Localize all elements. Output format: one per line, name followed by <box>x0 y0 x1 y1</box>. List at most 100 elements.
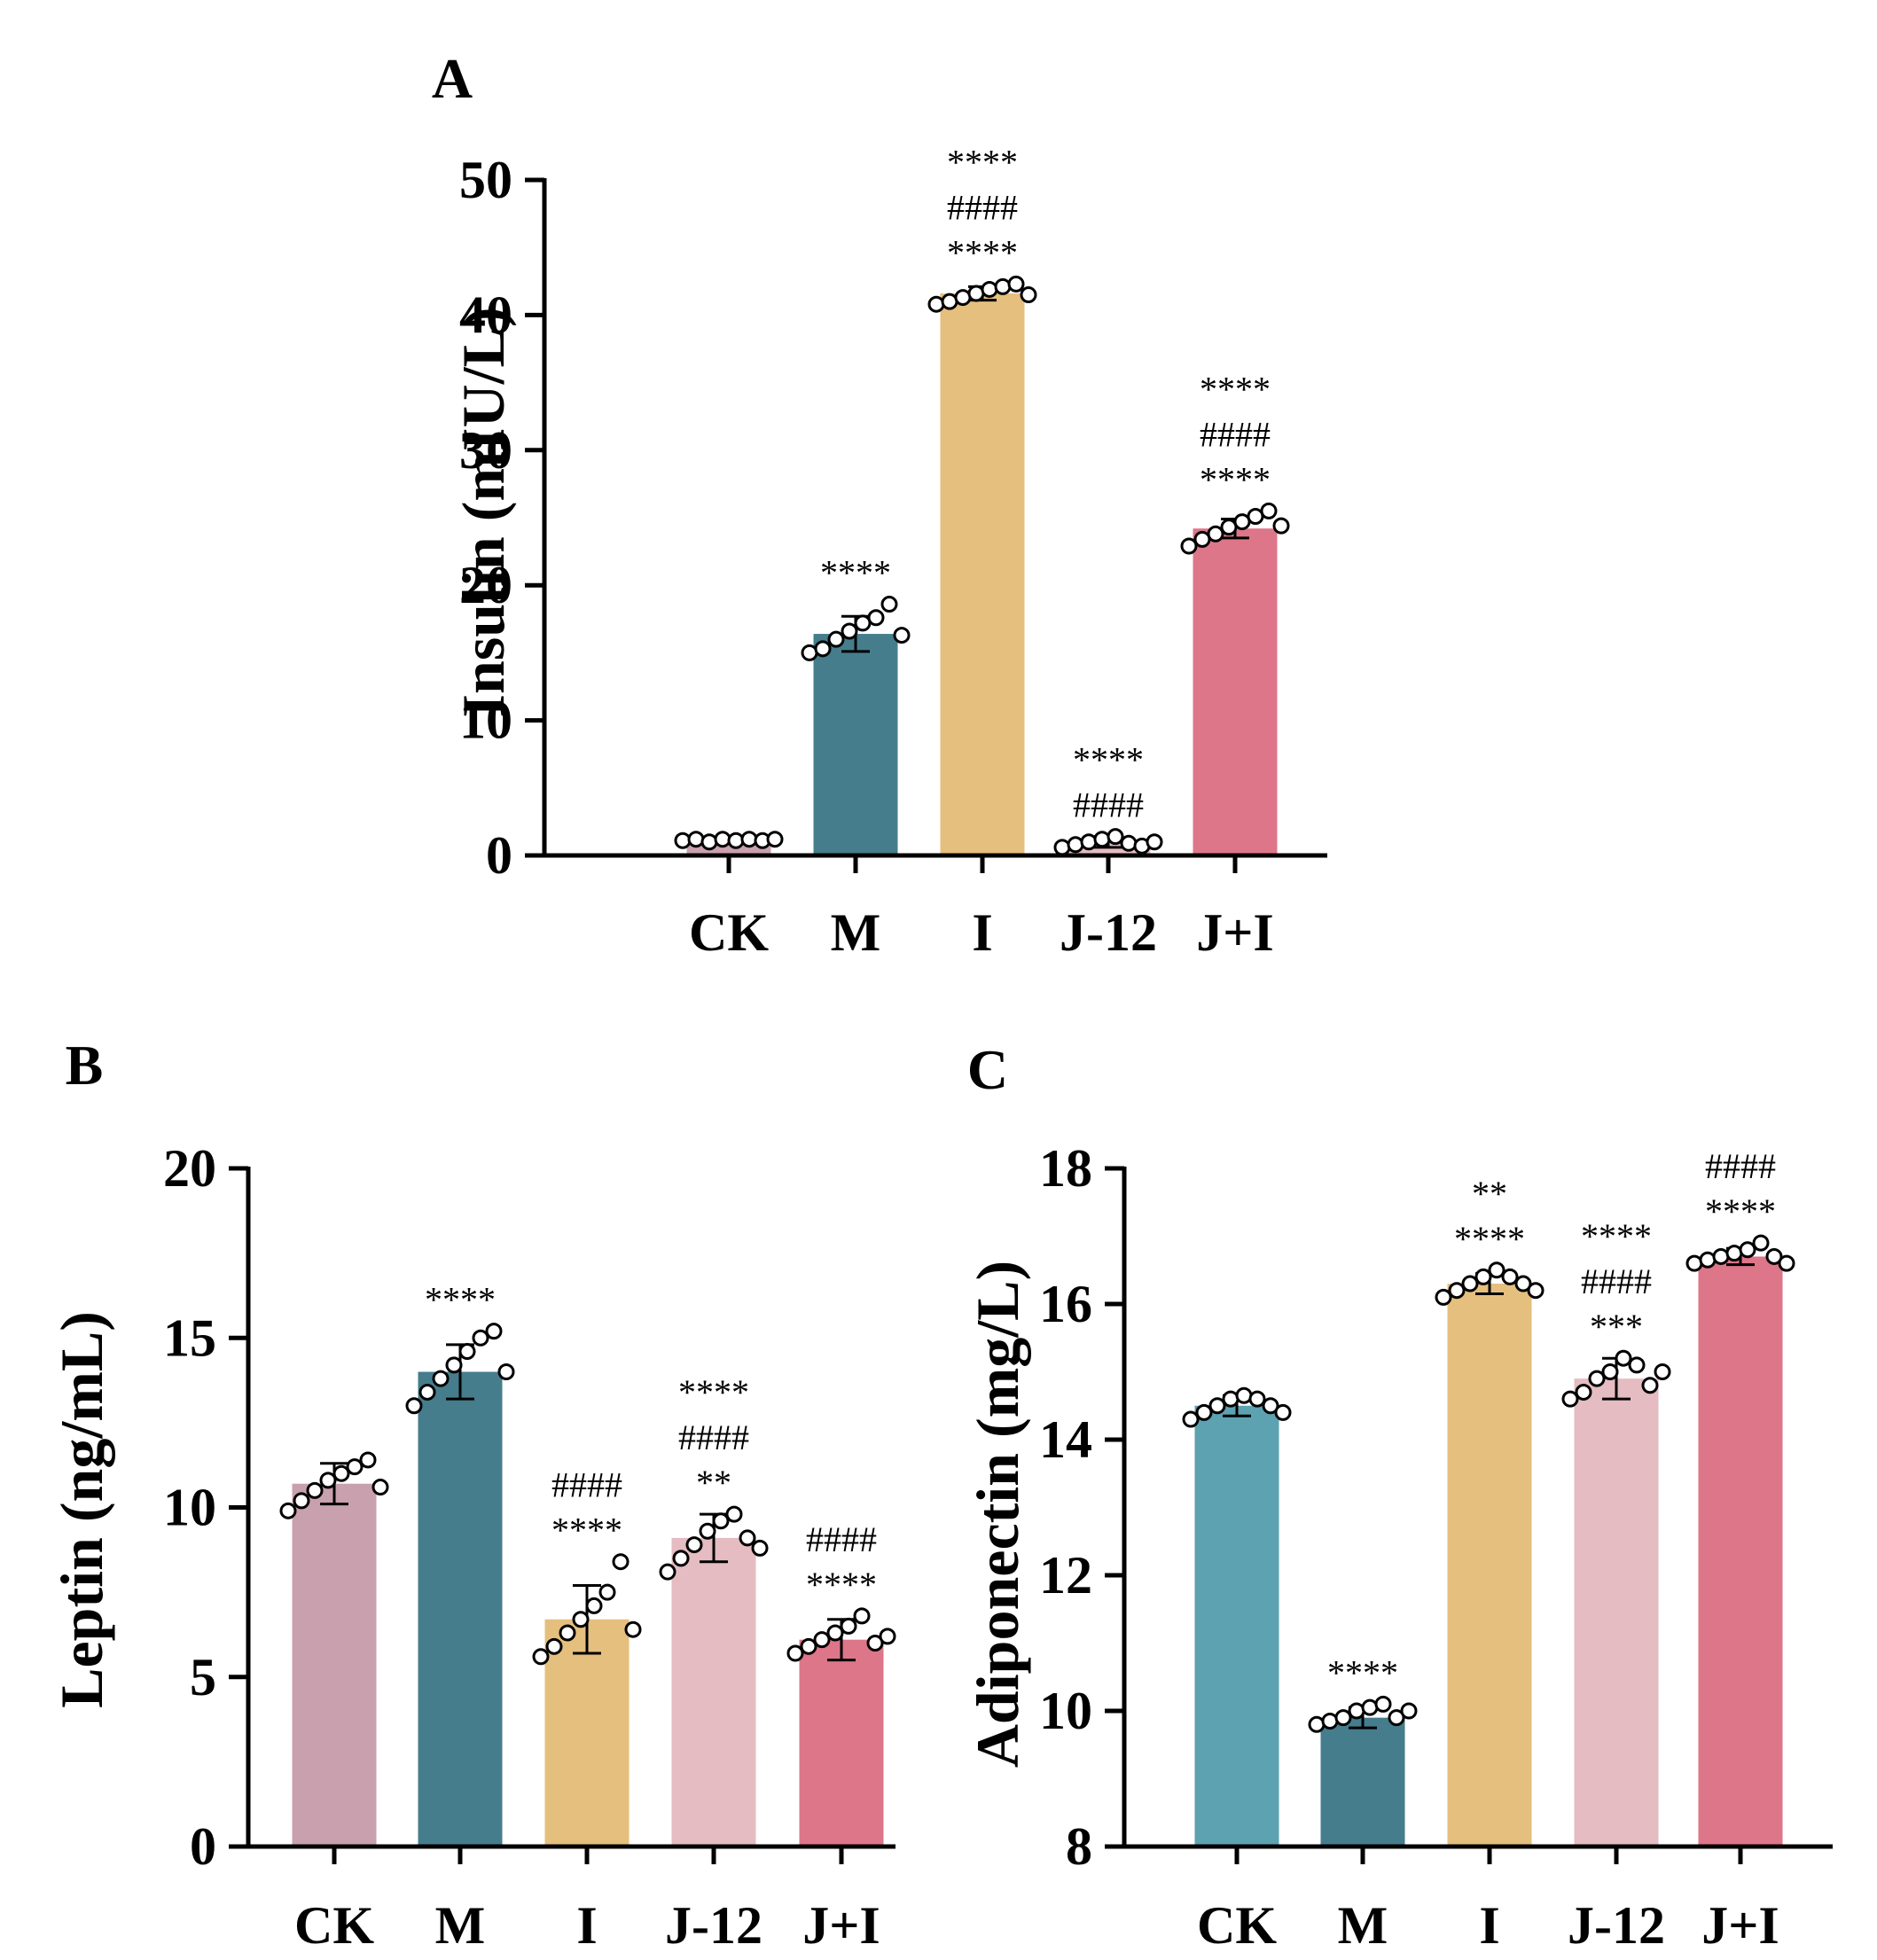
category-label-c-4: J+I <box>1701 1896 1779 1955</box>
y-axis-title-b: Leptin (ng/mL) <box>48 1311 115 1708</box>
y-tick-label-a-4: 40 <box>459 285 512 344</box>
data-point-b-0-3 <box>319 1472 337 1489</box>
bar-c-4 <box>1698 1256 1783 1847</box>
data-point-b-1-0 <box>405 1397 423 1415</box>
y-tick-label-a-1: 10 <box>459 691 512 750</box>
significance-label-a-2-0: **** <box>947 232 1018 272</box>
bar-c-2 <box>1447 1284 1532 1847</box>
data-point-b-4-6 <box>866 1635 884 1652</box>
data-point-c-0-5 <box>1248 1390 1266 1408</box>
data-point-a-1-1 <box>814 640 832 658</box>
data-point-b-1-6 <box>485 1323 503 1340</box>
data-point-c-4-6 <box>1765 1247 1783 1265</box>
data-point-a-2-4 <box>981 280 998 298</box>
data-point-c-2-2 <box>1461 1275 1479 1292</box>
data-point-a-0-5 <box>740 831 758 848</box>
y-tick-label-a-5: 50 <box>459 151 512 209</box>
data-point-c-1-7 <box>1400 1702 1418 1720</box>
data-point-a-1-7 <box>893 627 911 644</box>
data-point-b-1-7 <box>497 1363 515 1380</box>
panel-b: B Leptin (ng/mL) **** **** #### ** #### **** *… <box>48 1034 896 1955</box>
significance-label-b-3-0: ** <box>696 1463 731 1503</box>
y-tick-label-a-2: 20 <box>459 556 512 614</box>
panel-c: C Adiponectin (mg/L) *************####**… <box>964 1038 1833 1955</box>
data-point-c-3-6 <box>1641 1377 1659 1394</box>
data-point-b-0-4 <box>332 1464 350 1482</box>
data-point-c-2-1 <box>1448 1282 1466 1300</box>
bar-a-1 <box>813 634 898 855</box>
significance-label-a-1-0: **** <box>820 553 891 593</box>
data-point-c-4-7 <box>1778 1254 1795 1272</box>
data-point-a-0-4 <box>727 832 745 849</box>
data-point-c-0-4 <box>1235 1386 1253 1404</box>
data-point-b-3-1 <box>672 1550 690 1567</box>
data-point-b-1-4 <box>458 1343 476 1361</box>
data-point-a-1-2 <box>827 630 845 648</box>
data-point-b-1-1 <box>418 1383 436 1401</box>
data-point-a-1-5 <box>867 609 885 627</box>
data-point-b-4-1 <box>800 1637 817 1655</box>
data-point-c-3-1 <box>1575 1383 1592 1401</box>
data-point-b-0-7 <box>371 1479 389 1496</box>
data-point-a-2-7 <box>1020 286 1037 304</box>
data-point-a-4-6 <box>1260 502 1278 519</box>
significance-label-b-4-0: **** <box>806 1565 877 1605</box>
data-point-a-4-2 <box>1207 525 1224 543</box>
significance-label-c-4-1: #### <box>1705 1146 1776 1186</box>
data-point-c-1-4 <box>1361 1698 1379 1716</box>
data-point-c-3-7 <box>1654 1363 1671 1380</box>
significance-label-c-4-0: **** <box>1705 1191 1776 1231</box>
data-point-a-2-6 <box>1007 275 1025 293</box>
data-point-c-2-0 <box>1435 1288 1452 1306</box>
significance-label-a-3-1: **** <box>1073 740 1144 780</box>
data-point-c-2-6 <box>1514 1275 1532 1292</box>
y-tick-label-c-2: 12 <box>1039 1546 1092 1605</box>
bar-c-3 <box>1574 1378 1659 1847</box>
data-point-b-0-6 <box>359 1451 377 1469</box>
y-tick-label-a-0: 0 <box>486 826 512 885</box>
data-point-c-1-1 <box>1321 1712 1339 1730</box>
significance-label-c-3-2: **** <box>1581 1216 1652 1256</box>
data-point-a-2-5 <box>994 277 1012 295</box>
bar-a-4 <box>1193 528 1278 855</box>
data-point-c-3-0 <box>1561 1390 1579 1408</box>
data-point-c-2-4 <box>1488 1261 1506 1279</box>
data-point-a-1-6 <box>880 596 898 613</box>
significance-label-b-3-1: #### <box>678 1417 749 1457</box>
data-point-c-4-2 <box>1712 1247 1730 1265</box>
data-point-c-0-1 <box>1195 1403 1213 1421</box>
significance-label-a-2-1: #### <box>947 187 1018 227</box>
panel-a: A Insulin (mIU/L) **** **** #### **** #### **… <box>432 47 1327 962</box>
bar-a-2 <box>940 293 1025 855</box>
data-point-b-4-2 <box>813 1631 831 1649</box>
data-point-c-2-3 <box>1474 1268 1492 1285</box>
data-point-c-3-5 <box>1628 1356 1646 1374</box>
significance-label-b-3-2: **** <box>678 1372 749 1412</box>
data-point-b-2-6 <box>612 1553 630 1571</box>
data-point-b-4-0 <box>786 1644 804 1662</box>
data-point-c-4-1 <box>1699 1251 1717 1269</box>
data-point-a-3-0 <box>1053 839 1071 856</box>
y-axis-title-a: Insulin (mIU/L) <box>450 308 517 718</box>
category-label-a-3: J-12 <box>1060 903 1157 962</box>
significance-label-c-3-1: #### <box>1581 1261 1652 1301</box>
data-point-b-4-7 <box>879 1628 896 1645</box>
category-label-a-0: CK <box>689 903 769 962</box>
category-label-b-0: CK <box>294 1896 374 1955</box>
category-label-c-0: CK <box>1197 1896 1277 1955</box>
data-point-b-1-5 <box>472 1329 489 1347</box>
data-point-c-0-3 <box>1222 1390 1240 1408</box>
data-point-b-3-3 <box>699 1522 716 1540</box>
data-point-b-3-6 <box>739 1529 756 1547</box>
data-point-b-1-2 <box>432 1370 450 1387</box>
data-point-c-1-0 <box>1308 1715 1326 1733</box>
significance-label-b-2-1: #### <box>551 1465 622 1505</box>
y-tick-label-c-1: 10 <box>1039 1682 1092 1740</box>
data-point-b-3-2 <box>685 1536 703 1554</box>
y-tick-label-b-1: 5 <box>190 1648 216 1706</box>
significance-label-b-2-0: **** <box>551 1511 622 1550</box>
panel-letter-c: C <box>967 1038 1008 1101</box>
significance-label-a-4-1: #### <box>1200 414 1271 454</box>
data-point-c-2-5 <box>1501 1268 1519 1285</box>
